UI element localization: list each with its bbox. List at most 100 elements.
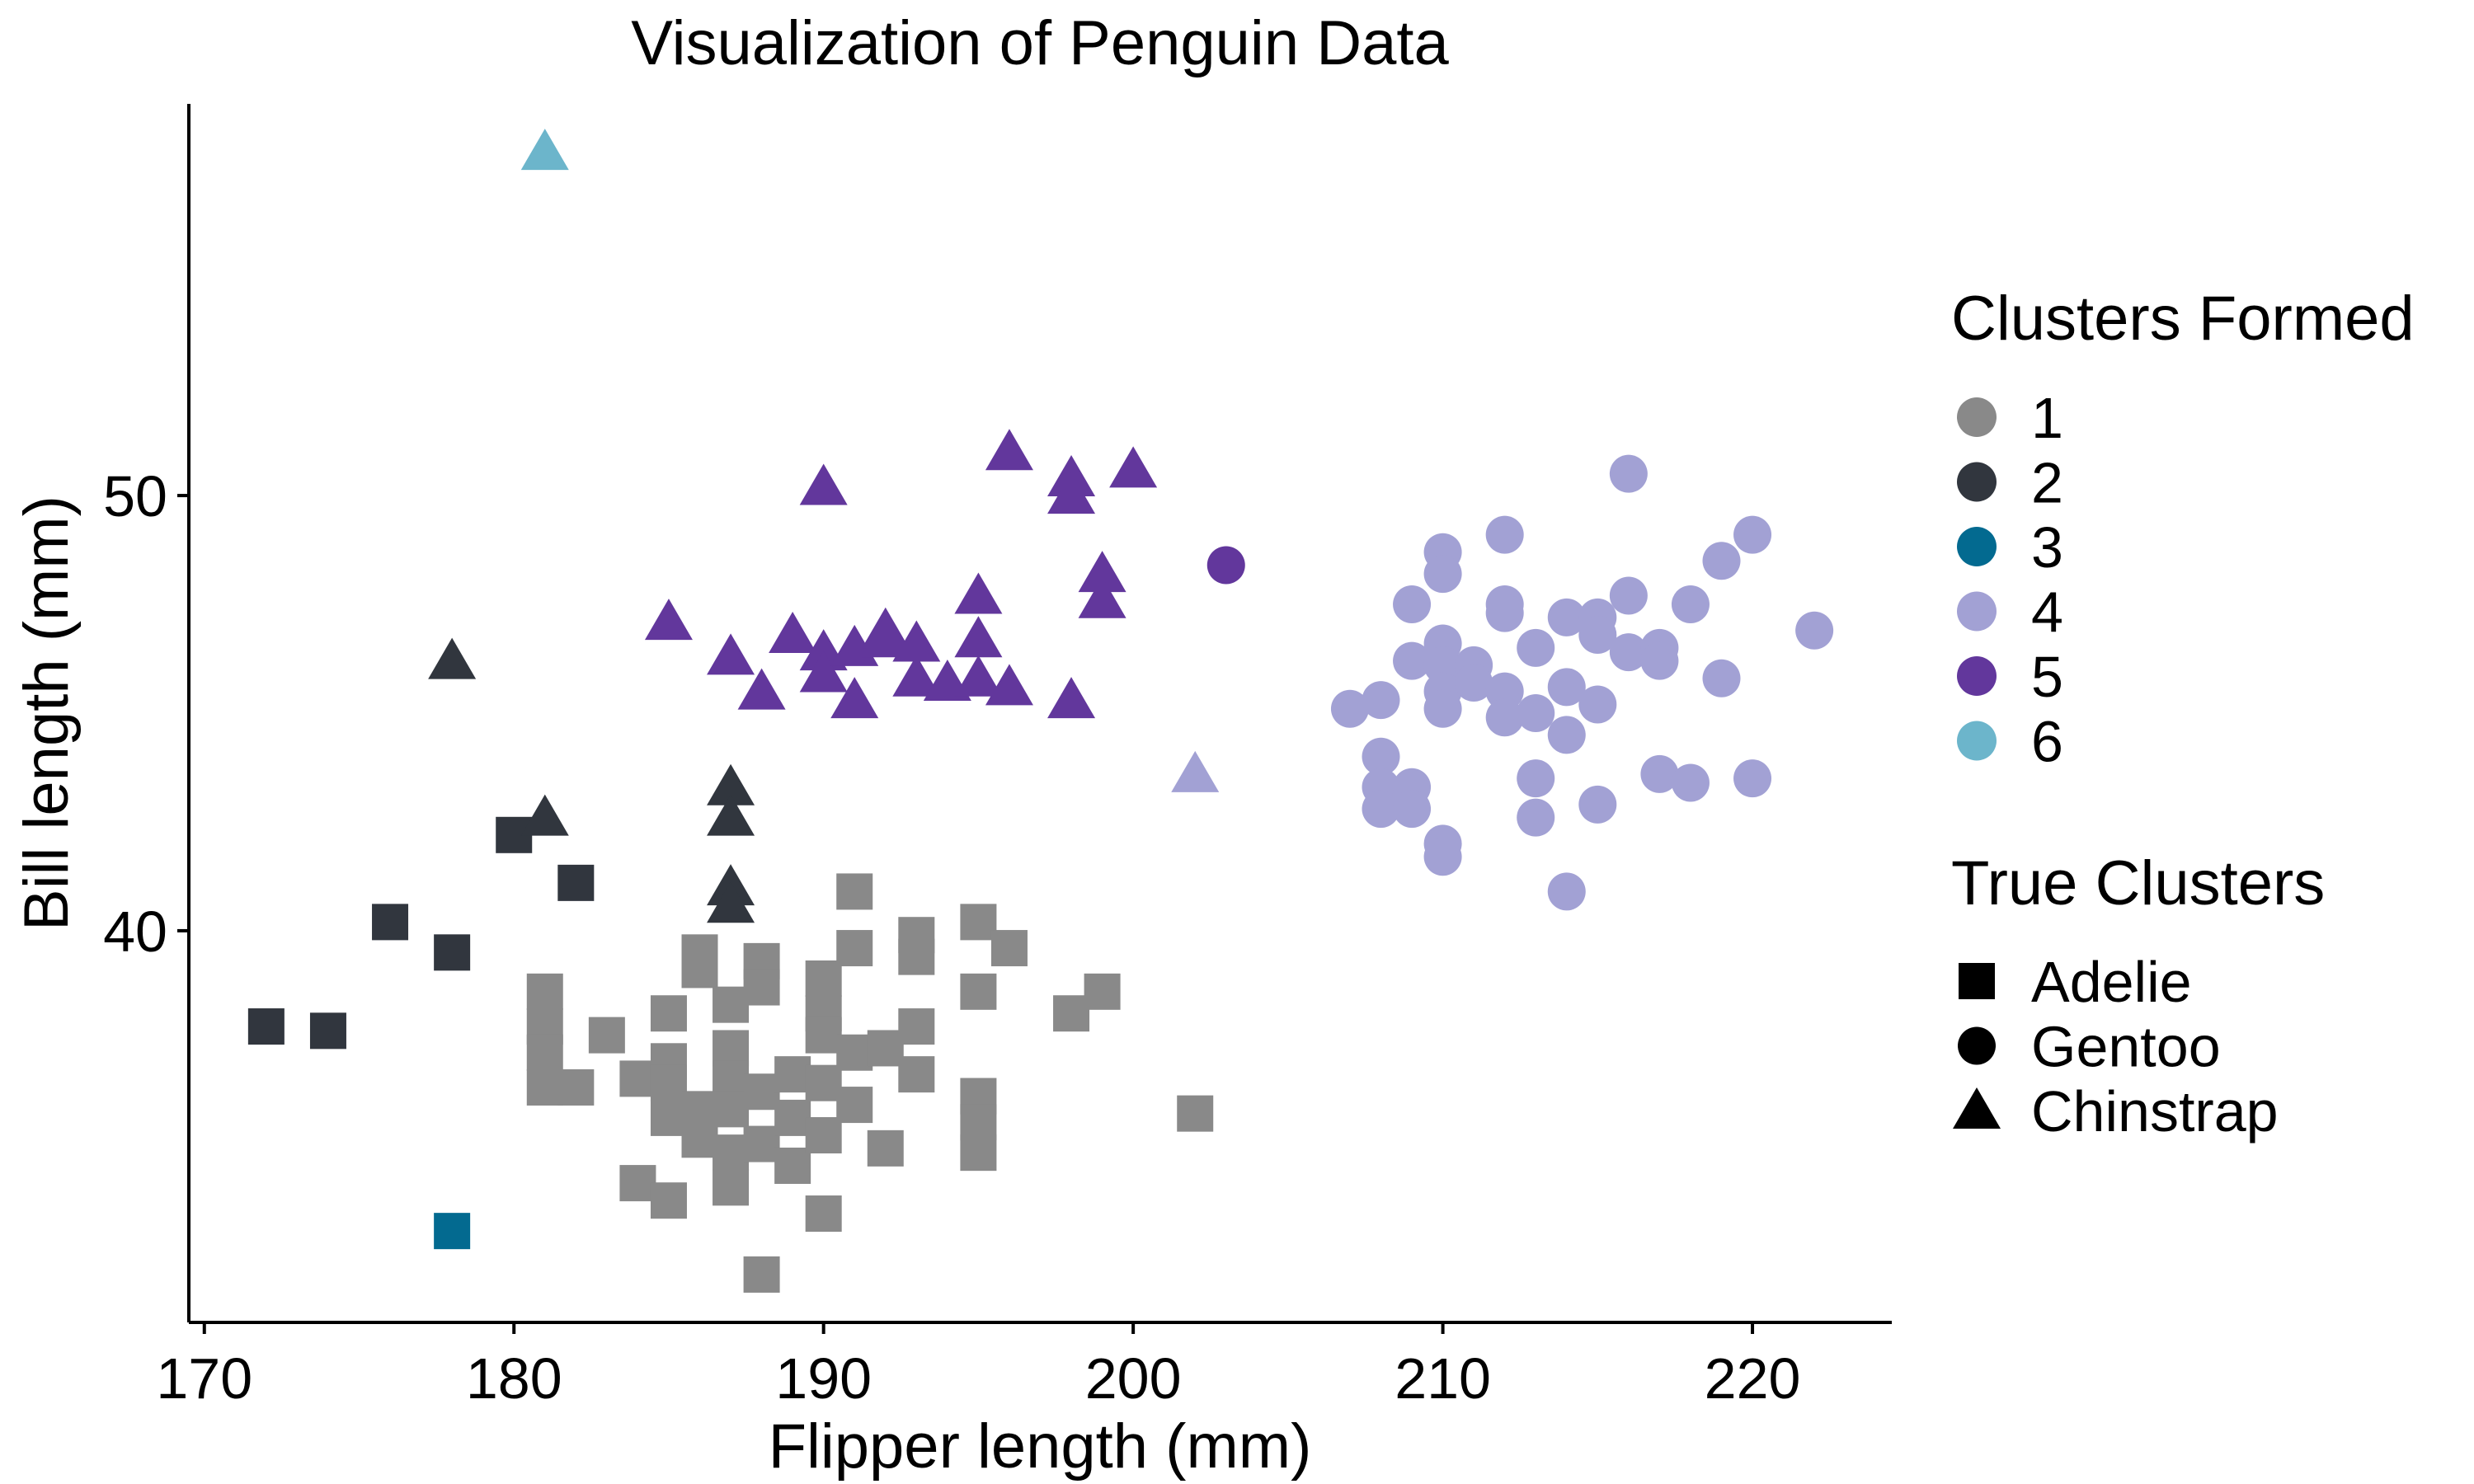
data-point-adelie-cluster-1 bbox=[836, 930, 873, 967]
legend-key-cluster-2 bbox=[1957, 462, 1997, 502]
data-point-adelie-cluster-1 bbox=[743, 1125, 780, 1162]
data-point-gentoo-cluster-4 bbox=[1362, 737, 1400, 776]
data-point-gentoo-cluster-4 bbox=[1609, 576, 1648, 615]
data-point-gentoo-cluster-4 bbox=[1517, 694, 1555, 732]
data-point-adelie-cluster-1 bbox=[588, 1017, 625, 1054]
data-point-chinstrap-cluster-5 bbox=[861, 616, 910, 658]
data-point-gentoo-cluster-4 bbox=[1609, 454, 1648, 493]
data-point-chinstrap-cluster-5 bbox=[985, 664, 1033, 706]
chart-title: Visualization of Penguin Data bbox=[631, 8, 1449, 78]
data-point-gentoo-cluster-4 bbox=[1795, 611, 1834, 650]
data-point-adelie-cluster-1 bbox=[681, 951, 718, 989]
data-point-adelie-cluster-1 bbox=[898, 1056, 935, 1093]
data-point-adelie-cluster-1 bbox=[526, 1034, 563, 1071]
x-tick-label: 210 bbox=[1395, 1346, 1491, 1411]
legend-label-gentoo: Gentoo bbox=[2031, 1015, 2221, 1079]
data-point-gentoo-cluster-5 bbox=[1206, 546, 1245, 585]
plot-area: 170 180 190 200 210 220 40 50 bbox=[103, 104, 1892, 1411]
data-point-adelie-cluster-1 bbox=[526, 1068, 563, 1106]
y-tick-label: 50 bbox=[103, 464, 167, 528]
data-point-gentoo-cluster-4 bbox=[1671, 763, 1710, 802]
data-point-adelie-cluster-2 bbox=[557, 864, 595, 901]
data-point-chinstrap-cluster-5 bbox=[737, 668, 786, 710]
data-point-adelie-cluster-1 bbox=[526, 973, 563, 1010]
data-point-chinstrap-cluster-5 bbox=[799, 650, 848, 693]
y-axis-ticks: 40 50 bbox=[103, 464, 189, 964]
data-point-chinstrap-cluster-5 bbox=[1078, 576, 1126, 618]
data-point-adelie-cluster-1 bbox=[960, 1134, 997, 1172]
data-point-gentoo-cluster-4 bbox=[1547, 668, 1586, 707]
legend-label-cluster-1: 1 bbox=[2031, 386, 2063, 450]
data-point-chinstrap-cluster-5 bbox=[954, 572, 1003, 614]
data-point-chinstrap-cluster-5 bbox=[1109, 446, 1158, 488]
data-point-gentoo-cluster-4 bbox=[1578, 615, 1617, 654]
data-point-adelie-cluster-1 bbox=[990, 930, 1028, 967]
data-point-adelie-cluster-1 bbox=[681, 1121, 718, 1158]
data-point-chinstrap-cluster-2 bbox=[707, 763, 755, 805]
data-point-gentoo-cluster-4 bbox=[1362, 681, 1400, 720]
data-point-gentoo-cluster-4 bbox=[1640, 641, 1679, 680]
legend-key-cluster-6 bbox=[1957, 721, 1997, 761]
data-point-chinstrap-cluster-5 bbox=[1047, 472, 1096, 514]
legend-key-cluster-1 bbox=[1957, 397, 1997, 437]
data-point-adelie-cluster-1 bbox=[805, 1117, 842, 1154]
data-point-gentoo-cluster-4 bbox=[1485, 515, 1524, 554]
legend-label-adelie: Adelie bbox=[2031, 950, 2192, 1014]
data-point-chinstrap-cluster-5 bbox=[830, 677, 879, 719]
data-point-adelie-cluster-1 bbox=[681, 1091, 718, 1128]
data-point-gentoo-cluster-4 bbox=[1423, 646, 1462, 684]
data-point-gentoo-cluster-4 bbox=[1485, 698, 1524, 737]
data-point-adelie-cluster-1 bbox=[960, 904, 997, 941]
data-point-adelie-cluster-1 bbox=[650, 1099, 687, 1136]
data-point-adelie-cluster-1 bbox=[867, 1030, 904, 1067]
data-point-chinstrap-cluster-5 bbox=[1078, 551, 1126, 593]
y-axis-title: Bill length (mm) bbox=[12, 495, 82, 931]
data-point-adelie-cluster-1 bbox=[650, 995, 687, 1032]
data-point-adelie-cluster-1 bbox=[713, 986, 750, 1023]
legend-label-cluster-2: 2 bbox=[2031, 451, 2063, 515]
data-point-gentoo-cluster-4 bbox=[1393, 790, 1432, 829]
data-point-adelie-cluster-1 bbox=[898, 1008, 935, 1045]
data-point-adelie-cluster-2 bbox=[309, 1012, 346, 1050]
data-point-adelie-cluster-1 bbox=[960, 973, 997, 1010]
x-axis-title: Flipper length (mm) bbox=[769, 1411, 1312, 1482]
data-point-gentoo-cluster-4 bbox=[1517, 798, 1555, 837]
legend-label-cluster-4: 4 bbox=[2031, 580, 2063, 645]
data-point-gentoo-cluster-4 bbox=[1423, 555, 1462, 594]
data-point-gentoo-cluster-4 bbox=[1640, 754, 1679, 793]
data-point-adelie-cluster-1 bbox=[805, 1064, 842, 1101]
data-point-gentoo-cluster-4 bbox=[1733, 759, 1772, 798]
legend-label-cluster-6: 6 bbox=[2031, 710, 2063, 774]
data-point-gentoo-cluster-4 bbox=[1393, 585, 1432, 624]
data-point-adelie-cluster-1 bbox=[836, 1087, 873, 1124]
data-point-gentoo-cluster-4 bbox=[1547, 598, 1586, 636]
data-point-adelie-cluster-2 bbox=[372, 904, 409, 941]
data-point-adelie-cluster-1 bbox=[774, 1099, 811, 1136]
data-point-gentoo-cluster-4 bbox=[1485, 594, 1524, 632]
data-point-chinstrap-cluster-5 bbox=[1047, 677, 1096, 719]
data-point-gentoo-cluster-4 bbox=[1455, 664, 1493, 702]
data-points bbox=[247, 129, 1834, 1293]
data-point-adelie-cluster-1 bbox=[713, 1134, 750, 1172]
data-point-gentoo-cluster-4 bbox=[1517, 759, 1555, 798]
data-point-gentoo-cluster-4 bbox=[1578, 785, 1617, 824]
data-point-adelie-cluster-1 bbox=[619, 1165, 656, 1202]
data-point-gentoo-cluster-4 bbox=[1733, 515, 1772, 554]
data-point-gentoo-cluster-4 bbox=[1609, 633, 1648, 672]
data-point-adelie-cluster-1 bbox=[1177, 1095, 1214, 1132]
data-point-gentoo-cluster-4 bbox=[1547, 716, 1586, 754]
y-tick-label: 40 bbox=[103, 899, 167, 964]
data-point-adelie-cluster-1 bbox=[713, 1091, 750, 1128]
data-point-chinstrap-cluster-2 bbox=[707, 794, 755, 836]
data-point-gentoo-cluster-4 bbox=[1547, 872, 1586, 911]
legend-key-chinstrap bbox=[1953, 1087, 2001, 1129]
legend-key-cluster-4 bbox=[1957, 591, 1997, 632]
data-point-adelie-cluster-1 bbox=[713, 1060, 750, 1097]
data-point-adelie-cluster-1 bbox=[743, 969, 780, 1006]
data-point-adelie-cluster-1 bbox=[743, 1256, 780, 1293]
data-point-chinstrap-cluster-2 bbox=[707, 881, 755, 923]
x-tick-label: 200 bbox=[1085, 1346, 1182, 1411]
legend-key-adelie bbox=[1959, 963, 1995, 999]
data-point-chinstrap-cluster-5 bbox=[769, 611, 817, 653]
data-point-chinstrap-cluster-5 bbox=[892, 655, 941, 697]
